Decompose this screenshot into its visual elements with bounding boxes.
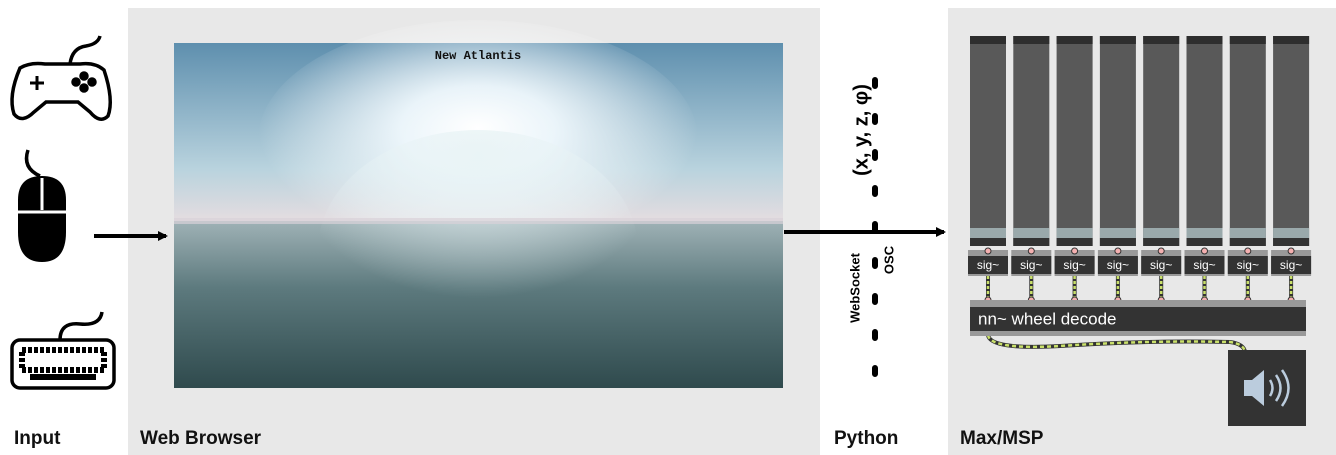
sig-body [1227,256,1268,274]
max-patch: sig~ sig~ sig~ sig~ sig~ sig~ sig~ sig~ [968,36,1312,304]
sig-label: sig~ [1107,258,1129,272]
inlet [1287,247,1295,255]
slider-cap [1186,36,1223,44]
slider-band [1229,228,1266,238]
message-label: (x, y, z, φ) [850,84,872,176]
decoder-label: nn~ wheel decode [978,309,1116,328]
slider-foot [1143,238,1180,246]
slider-cap [1099,36,1136,44]
slider-band [1013,228,1050,238]
slider-cap [1013,36,1050,44]
sig-body [1011,256,1052,274]
slider [1056,36,1093,246]
slider-foot [1186,238,1223,246]
inlet [1114,247,1122,255]
browser-view: New Atlantis [174,20,783,388]
sig-body [1184,256,1225,274]
gamepad-icon [10,35,112,121]
stage-label: Max/MSP [960,428,1044,449]
slider-band [1056,228,1093,238]
slider-cap [1229,36,1266,44]
slider [1273,36,1310,246]
slider [1013,36,1050,246]
sig-label: sig~ [1193,258,1215,272]
slider-band [1273,228,1310,238]
slider-band [1099,228,1136,238]
sig-label: sig~ [1063,258,1085,272]
inlet [1157,247,1165,255]
slider [970,36,1006,246]
stage-label: Input [14,428,61,449]
slider [1099,36,1136,246]
sig-body [1271,256,1312,274]
slider-foot [1056,238,1093,246]
slider [1186,36,1223,246]
sig-label: sig~ [1280,258,1302,272]
browser-title: New Atlantis [435,49,521,63]
slider [1143,36,1180,246]
inlet [984,247,992,255]
slider-foot [1273,238,1310,246]
slider-foot [1229,238,1266,246]
sig-body [1054,256,1095,274]
sig-label: sig~ [1150,258,1172,272]
slider-foot [970,238,1006,246]
slider-foot [1013,238,1050,246]
protocol-label: WebSocket [847,252,862,323]
inlet [1244,247,1252,255]
slider-band [1186,228,1223,238]
inlet [1071,247,1079,255]
sig-label: sig~ [977,258,999,272]
speaker-object [1228,350,1306,426]
sig-label: sig~ [1020,258,1042,272]
mouse-icon [18,149,66,262]
keyboard-icon [10,311,116,390]
slider-cap [1143,36,1180,44]
inlet [1027,247,1035,255]
protocol-label: OSC [881,245,896,274]
stage-label: Python [834,428,898,449]
slider [1229,36,1266,246]
slider-foot [1099,238,1136,246]
sig-body [1097,256,1138,274]
slider-band [1143,228,1180,238]
sig-label: sig~ [1237,258,1259,272]
sig-body [968,256,1008,274]
slider-cap [1273,36,1310,44]
slider-cap [1056,36,1093,44]
stage-label: Web Browser [140,428,262,449]
slider-cap [970,36,1006,44]
sig-body [1141,256,1182,274]
inlet [1201,247,1208,255]
slider-band [970,228,1006,238]
